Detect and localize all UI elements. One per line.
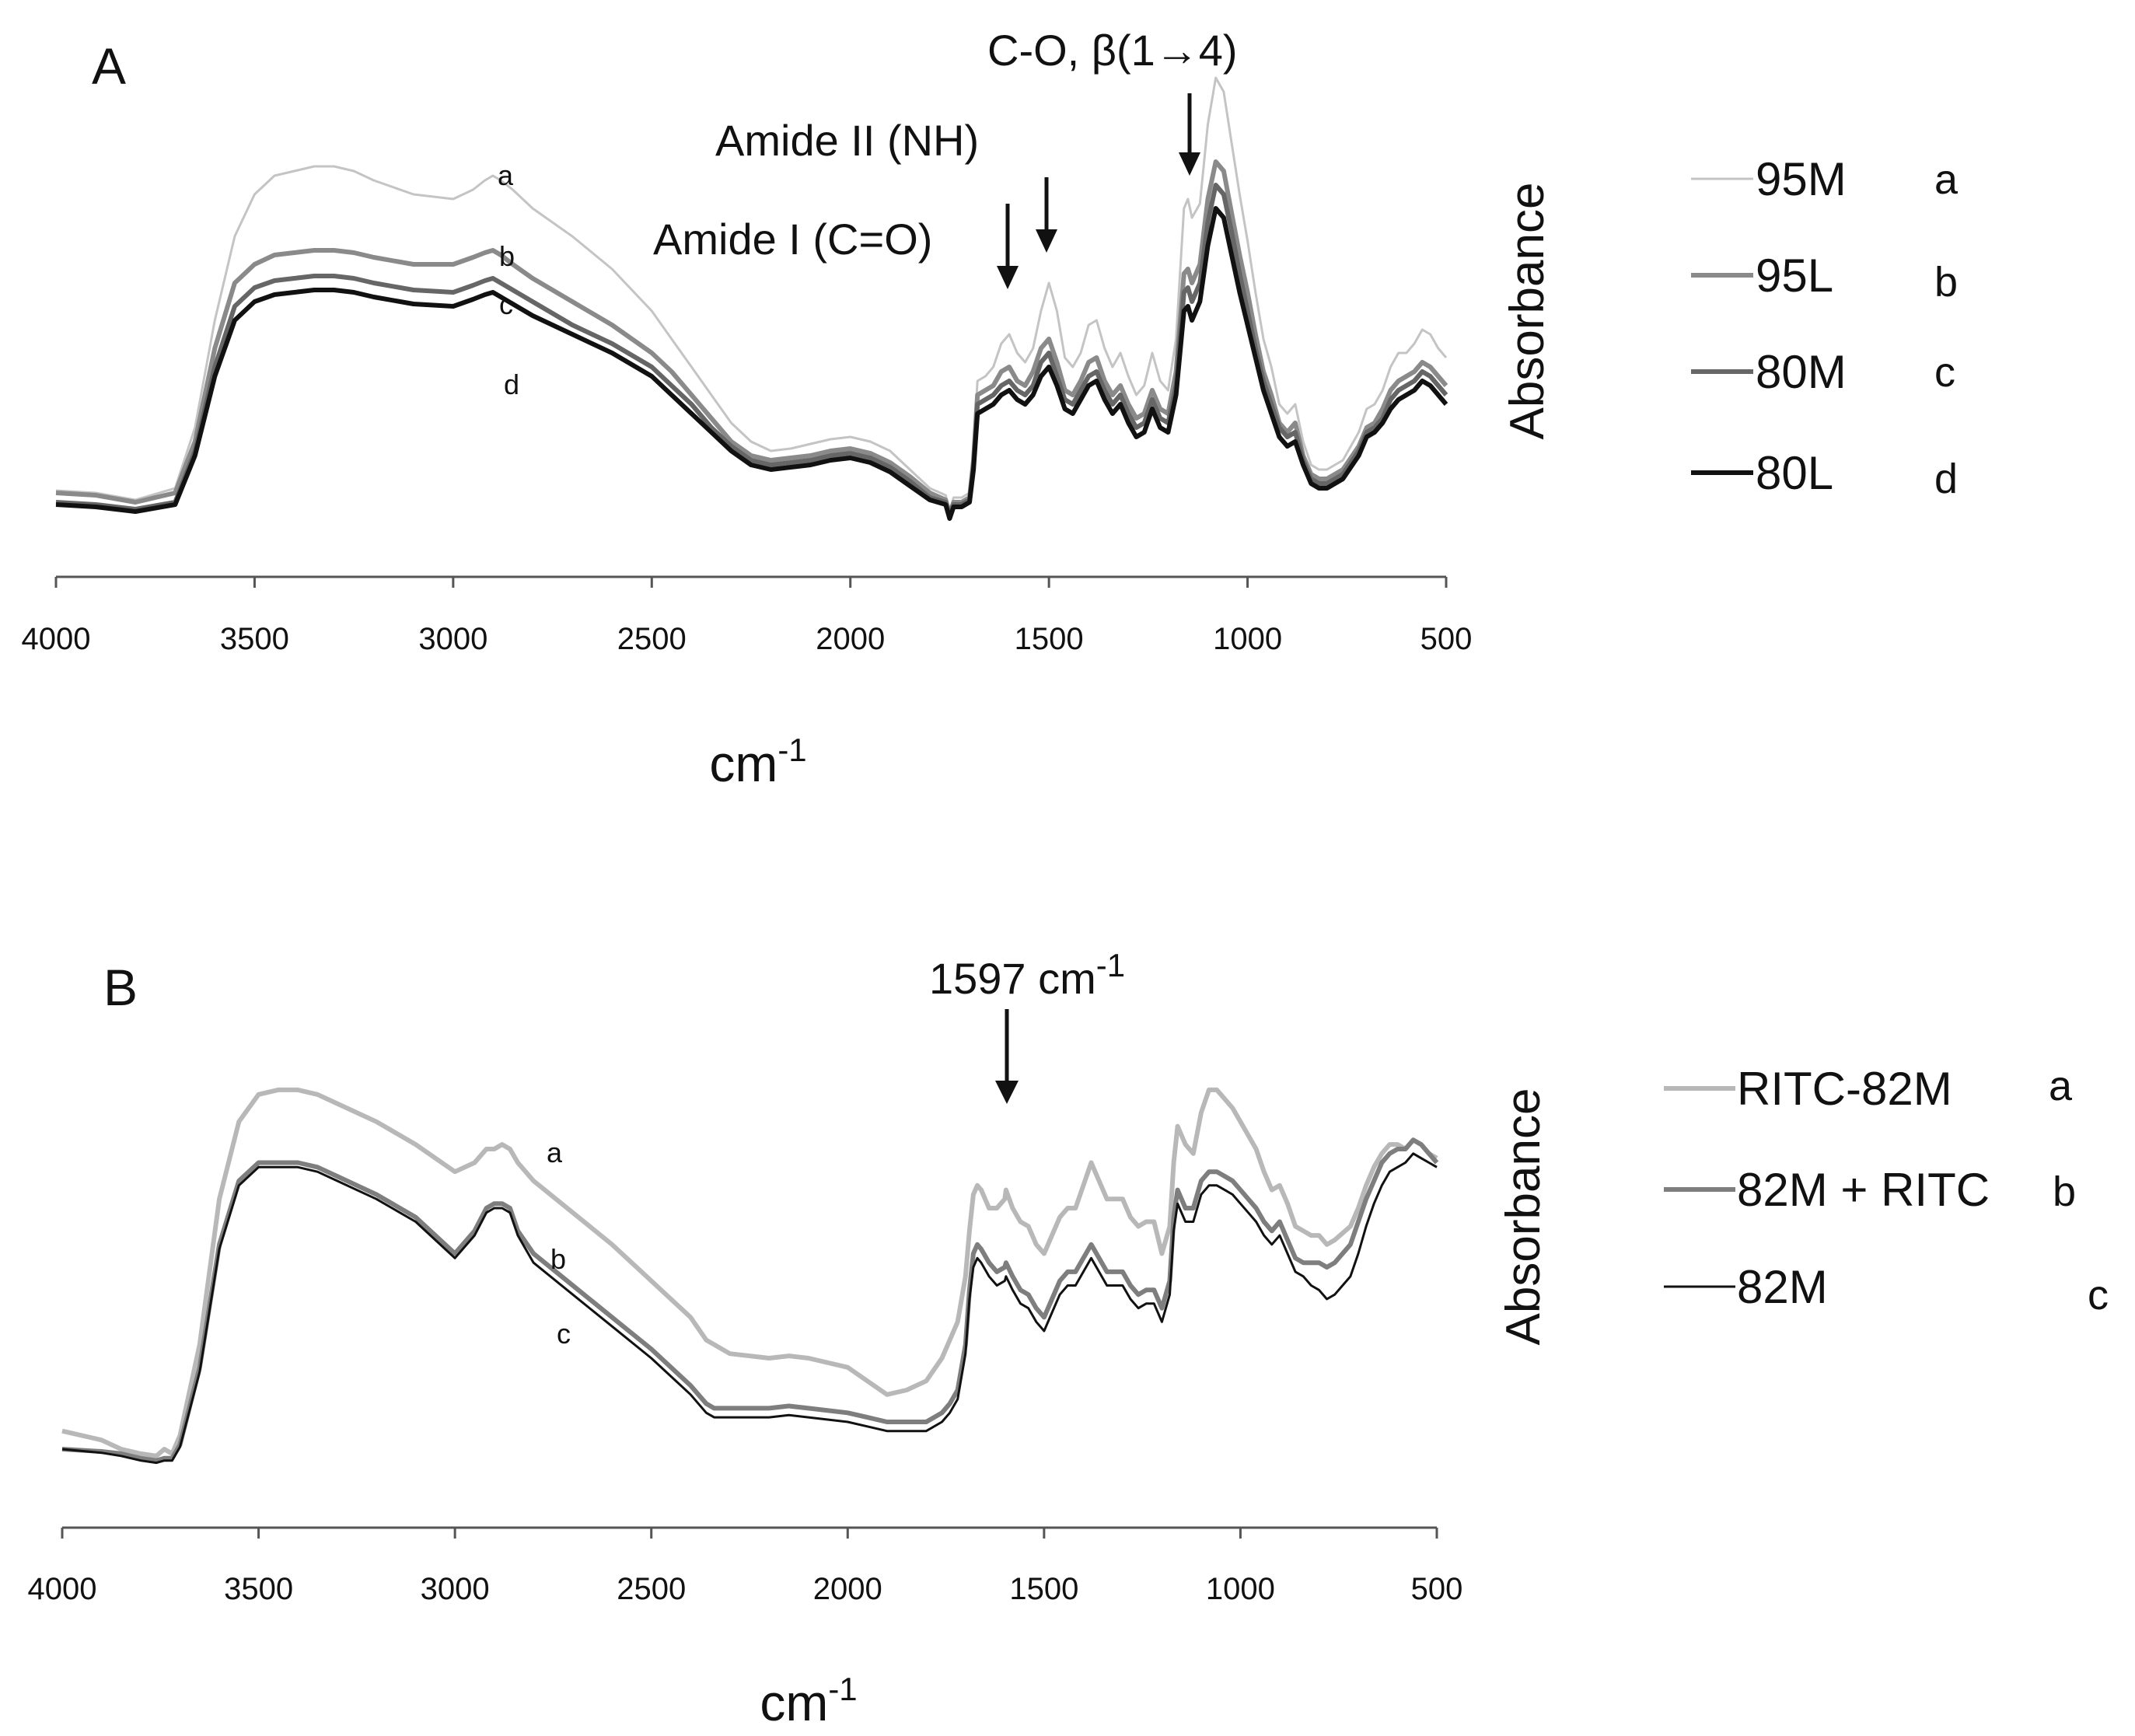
panel-a-series-95l	[55, 159, 1448, 516]
panel-a-series-80l	[55, 206, 1448, 521]
panel-b-series-82m-ritc	[61, 1137, 1439, 1463]
legend-letter-c: c	[2088, 1272, 2109, 1319]
panel-a-annotation-amide-ii: Amide II (NH)	[715, 116, 1057, 253]
panel-a-legend: 95M a 95L b 80M c 80L d	[1691, 153, 1959, 502]
panel-a-tick-label-2500: 2500	[617, 622, 687, 656]
panel-a-curve-letter-b: b	[499, 240, 515, 272]
annotation-amide-ii-text: Amide II (NH)	[715, 116, 979, 165]
panel-a-x-label: cm-1	[709, 732, 806, 792]
panel-a-tick-label-2000: 2000	[816, 622, 885, 656]
annotation-amide-ii-arrow-head	[1036, 229, 1057, 253]
annotation-1597-arrow-head	[995, 1081, 1019, 1104]
legend-label-95m: 95M	[1756, 153, 1847, 205]
panel-b-curve-letter-a: a	[547, 1137, 563, 1168]
panel-a: A 4000 3500 3000 2500 2000 1500 1000 500 cm-1 A…	[22, 26, 1959, 792]
legend-label-95l: 95L	[1756, 250, 1833, 302]
legend-item-95m: 95M a	[1691, 153, 1959, 205]
legend-item-82m: 82M c	[1664, 1261, 2109, 1319]
panel-a-label: A	[92, 37, 126, 95]
legend-letter-a: a	[2049, 1063, 2073, 1109]
legend-item-80m: 80M c	[1691, 346, 1955, 398]
annotation-amide-i-arrow-head	[997, 266, 1019, 289]
panel-b-series-ritc-82m	[61, 1087, 1438, 1458]
panel-b-tick-label-500: 500	[1411, 1572, 1463, 1606]
annotation-c-o-text: C-O, β(1→4)	[987, 26, 1238, 75]
panel-b-tick-label-4000: 4000	[28, 1572, 97, 1606]
legend-item-82m-ritc: 82M + RITC b	[1664, 1164, 2076, 1216]
panel-a-tick-label-1000: 1000	[1213, 622, 1282, 656]
panel-b-curve-letter-c: c	[557, 1318, 571, 1350]
panel-a-tick-label-3500: 3500	[220, 622, 289, 656]
legend-label-80l: 80L	[1756, 447, 1833, 499]
legend-letter-b: b	[1934, 259, 1958, 306]
legend-item-80l: 80L d	[1691, 447, 1958, 502]
panel-b-tick-label-3500: 3500	[224, 1572, 293, 1606]
panel-a-tick-label-3000: 3000	[418, 622, 487, 656]
legend-label-ritc-82m: RITC-82M	[1737, 1063, 1952, 1115]
annotation-1597-text: 1597 cm-1	[929, 947, 1125, 1003]
legend-letter-a: a	[1934, 156, 1959, 203]
panel-b: B 4000 3500 3000 2500 2000 1500 1000 500 cm-1 A…	[28, 947, 2109, 1731]
panel-a-y-label: Absorbance	[1501, 183, 1554, 440]
legend-label-80m: 80M	[1756, 346, 1847, 398]
panel-b-tick-label-3000: 3000	[421, 1572, 490, 1606]
panel-a-series	[55, 76, 1448, 521]
panel-a-x-ticks: 4000 3500 3000 2500 2000 1500 1000 500	[22, 577, 1473, 656]
panel-a-annotation-c-o: C-O, β(1→4)	[987, 26, 1238, 176]
legend-letter-d: d	[1934, 456, 1958, 502]
legend-label-82m: 82M	[1737, 1261, 1828, 1313]
annotation-c-o-arrow-head	[1179, 152, 1200, 176]
panel-a-annotation-amide-i: Amide I (C=O)	[653, 204, 1019, 289]
panel-b-tick-label-2000: 2000	[813, 1572, 882, 1606]
panel-a-tick-label-4000: 4000	[22, 622, 91, 656]
annotation-amide-i-text: Amide I (C=O)	[653, 215, 932, 264]
panel-b-series	[61, 1087, 1439, 1465]
panel-a-curve-letter-a: a	[498, 159, 514, 191]
legend-label-82m-ritc: 82M + RITC	[1737, 1164, 1990, 1216]
panel-b-tick-label-2500: 2500	[617, 1572, 686, 1606]
panel-b-x-ticks: 4000 3500 3000 2500 2000 1500 1000 500	[28, 1528, 1463, 1606]
legend-item-95l: 95L b	[1691, 250, 1958, 306]
panel-a-curve-letter-d: d	[504, 369, 519, 400]
panel-a-curve-letter-c: c	[499, 288, 513, 320]
panel-b-annotation-1597: 1597 cm-1	[929, 947, 1125, 1104]
panel-b-label: B	[103, 959, 138, 1016]
panel-b-y-label: Absorbance	[1497, 1088, 1550, 1346]
panel-b-tick-label-1000: 1000	[1206, 1572, 1275, 1606]
legend-letter-c: c	[1934, 349, 1955, 396]
legend-letter-b: b	[2053, 1168, 2076, 1215]
panel-b-x-label: cm-1	[760, 1671, 857, 1731]
panel-b-legend: RITC-82M a 82M + RITC b 82M c	[1664, 1063, 2109, 1319]
panel-b-series-82m	[61, 1152, 1438, 1465]
panel-a-tick-label-1500: 1500	[1015, 622, 1084, 656]
panel-a-series-95m	[55, 76, 1448, 513]
panel-b-tick-label-1500: 1500	[1009, 1572, 1078, 1606]
legend-item-ritc-82m: RITC-82M a	[1664, 1063, 2073, 1115]
panel-b-curve-letter-b: b	[550, 1243, 566, 1275]
panel-a-tick-label-500: 500	[1420, 622, 1473, 656]
panel-a-series-80m	[55, 183, 1448, 519]
